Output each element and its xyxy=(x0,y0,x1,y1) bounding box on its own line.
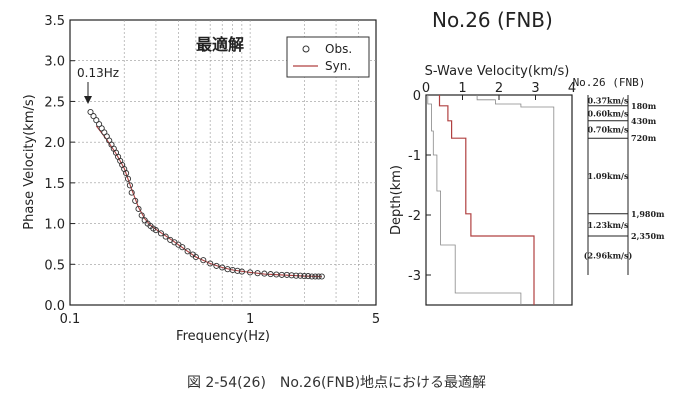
velocity-y-tick-label: 0 xyxy=(413,89,421,104)
obs-point xyxy=(124,175,132,182)
layer-velocity: 0.70km/s xyxy=(588,125,629,135)
dispersion-legend: Obs. Syn. xyxy=(286,36,370,78)
velocity-x-tick-label: 0 xyxy=(422,81,430,96)
x-tick-label: 5 xyxy=(372,312,380,327)
figure-caption: 図 2-54(26) No.26(FNB)地点における最適解 xyxy=(186,375,487,391)
obs-point xyxy=(87,108,94,116)
station-title: No.26 (FNB) xyxy=(432,8,553,32)
velocity-y-tick-label: -3 xyxy=(408,269,421,284)
layer-depth-label: 180m xyxy=(631,101,657,111)
obs-point xyxy=(297,272,304,279)
y-tick-label: 1.5 xyxy=(44,177,65,192)
layer-depth-label: 720m xyxy=(631,133,657,143)
x-tick-label: 0.1 xyxy=(60,312,81,327)
dispersion-y-label: Phase Velocity(km/s) xyxy=(22,94,37,229)
layer-table: No.26 (FNB) 0.37km/s180m0.60km/s430m0.70… xyxy=(573,76,665,275)
obs-point xyxy=(318,273,325,280)
y-tick-label: 2.0 xyxy=(44,136,65,151)
obs-point xyxy=(135,205,142,212)
y-tick-label: 1.0 xyxy=(44,218,65,233)
legend-obs-label: Obs. xyxy=(325,42,352,56)
dispersion-x-label: Frequency(Hz) xyxy=(176,329,270,344)
layer-table-title: No.26 (FNB) xyxy=(573,76,646,89)
velocity-x-ticks: 0 1 2 3 4 xyxy=(422,81,576,100)
layer-velocity: (2.96km/s) xyxy=(584,251,633,261)
layer-depth-label: 2,350m xyxy=(631,231,665,241)
velocity-lower-bound-line xyxy=(427,95,522,305)
obs-point xyxy=(247,269,254,276)
layer-velocity: 1.09km/s xyxy=(588,171,629,181)
obs-point xyxy=(126,182,133,189)
obs-point xyxy=(90,113,97,120)
obs-point xyxy=(152,227,159,234)
y-tick-label: 3.0 xyxy=(44,55,65,70)
obs-point xyxy=(200,257,207,264)
layer-depth-label: 1,980m xyxy=(631,209,665,219)
obs-point xyxy=(305,273,312,280)
velocity-profile-title: S-Wave Velocity(km/s) xyxy=(425,64,570,79)
obs-point xyxy=(312,273,319,280)
obs-point xyxy=(157,230,165,237)
velocity-y-label: Depth(km) xyxy=(389,165,404,235)
obs-point xyxy=(179,244,186,251)
legend-obs-marker xyxy=(302,45,310,53)
velocity-upper-bound-line xyxy=(476,95,555,305)
obs-point xyxy=(141,217,148,224)
obs-point xyxy=(192,253,199,261)
velocity-profile-chart: S-Wave Velocity(km/s) 0 1 2 3 4 0 -1 -2 -3 Dept… xyxy=(389,64,576,306)
velocity-x-tick-label: 4 xyxy=(568,81,576,96)
obs-point xyxy=(234,267,241,274)
velocity-x-tick-label: 3 xyxy=(531,81,539,96)
obs-point xyxy=(93,117,100,124)
velocity-optimum-line xyxy=(438,95,535,305)
obs-point xyxy=(213,262,220,269)
y-tick-label: 3.5 xyxy=(44,14,65,29)
velocity-y-tick-label: -2 xyxy=(408,209,421,224)
velocity-y-tick-label: -1 xyxy=(408,149,421,164)
obs-series xyxy=(87,108,325,280)
velocity-profile-lines xyxy=(427,95,555,305)
dispersion-title: 最適解 xyxy=(196,35,244,54)
obs-point xyxy=(207,260,214,267)
obs-point xyxy=(132,197,139,204)
velocity-plot-frame xyxy=(425,94,573,306)
obs-point xyxy=(162,233,169,240)
obs-point xyxy=(283,271,290,278)
velocity-x-tick-label: 1 xyxy=(458,81,466,96)
obs-point xyxy=(261,270,268,277)
obs-point xyxy=(219,264,226,271)
obs-point xyxy=(301,273,308,280)
obs-point xyxy=(288,272,295,279)
dispersion-x-ticks: 0.1 1 5 xyxy=(60,312,380,327)
obs-point xyxy=(238,268,245,275)
annotation-label: 0.13Hz xyxy=(77,66,119,80)
obs-point xyxy=(123,170,130,177)
layer-velocity: 0.37km/s xyxy=(588,95,629,105)
velocity-y-ticks: 0 -1 -2 -3 xyxy=(408,89,431,284)
obs-point xyxy=(128,189,135,196)
obs-point xyxy=(184,248,191,255)
layer-velocity: 0.60km/s xyxy=(588,108,629,118)
y-tick-label: 0.0 xyxy=(44,299,65,314)
dispersion-y-ticks: 0.0 0.5 1.0 1.5 2.0 2.5 3.0 3.5 xyxy=(44,14,75,314)
obs-point xyxy=(267,271,274,278)
x-tick-label: 1 xyxy=(246,312,254,327)
obs-point xyxy=(138,212,145,219)
dispersion-chart: 0.0 0.5 1.0 1.5 2.0 2.5 3.0 3.5 0.1 1 5 最適解 Phase… xyxy=(22,14,380,344)
obs-point xyxy=(315,273,322,280)
layer-velocity: 1.23km/s xyxy=(588,220,629,230)
layer-depth-label: 430m xyxy=(631,116,657,126)
obs-point xyxy=(308,273,315,280)
y-tick-label: 0.5 xyxy=(44,258,65,273)
annotation-arrow-head xyxy=(84,96,92,104)
obs-point xyxy=(254,270,261,277)
obs-point xyxy=(293,272,300,279)
y-tick-label: 2.5 xyxy=(44,95,65,110)
velocity-x-tick-label: 2 xyxy=(495,81,503,96)
legend-syn-label: Syn. xyxy=(325,59,351,73)
